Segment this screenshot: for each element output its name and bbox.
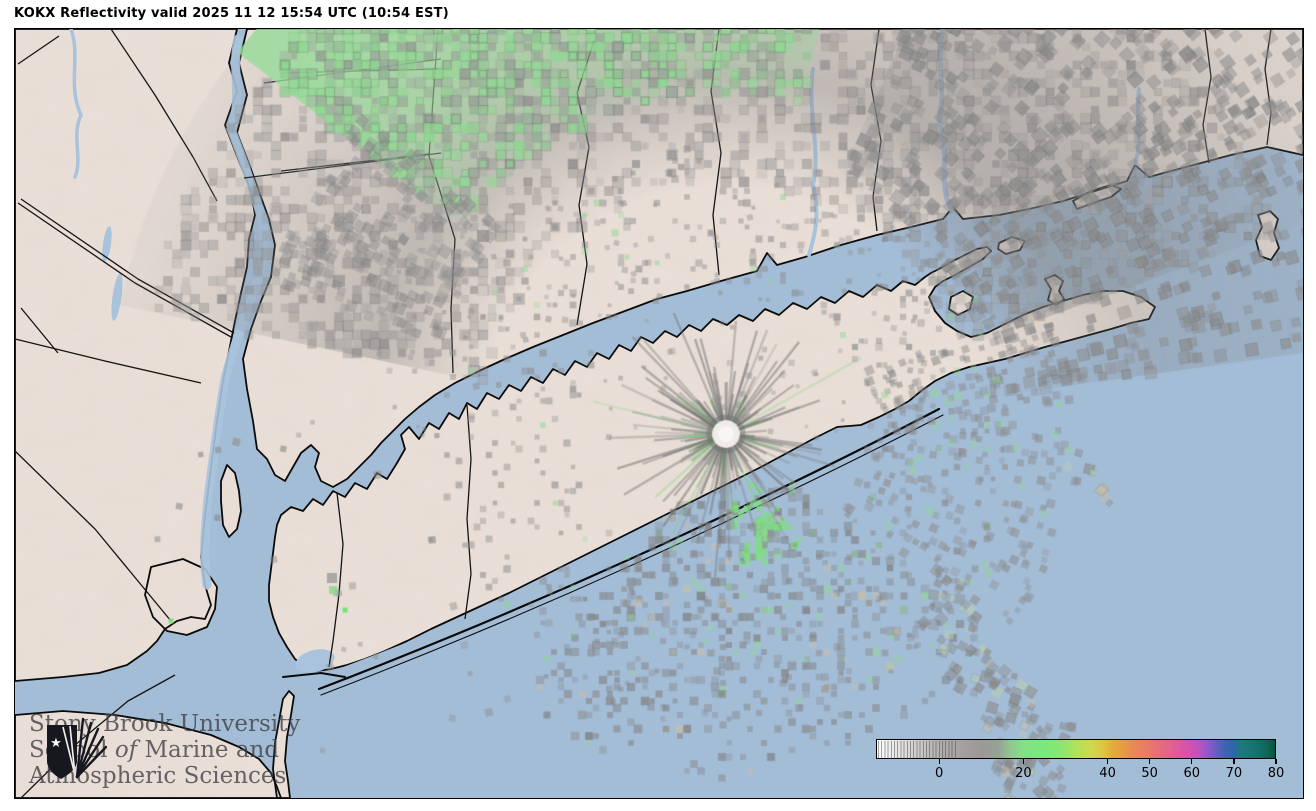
colorbar-gradient (876, 739, 1276, 759)
colorbar-tick-label: 20 (1015, 766, 1032, 781)
colorbar-tick-label: 70 (1225, 766, 1243, 781)
colorbar-tick (1022, 759, 1024, 764)
colorbar-tick (1106, 759, 1109, 764)
stony-brook-shield-icon: ★ (47, 717, 107, 779)
colorbar-tick (1149, 759, 1151, 764)
colorbar-tick-label: 40 (1099, 766, 1116, 781)
figure-title: KOKX Reflectivity valid 2025 11 12 15:54… (14, 6, 449, 21)
reflectivity-colorbar: 0 20 40 50 60 70 80 (876, 739, 1284, 782)
radar-echo-layer (15, 29, 1303, 798)
colorbar-tick-label: 80 (1267, 766, 1285, 781)
map-panel: ★ Stony Brook University School of Marin… (14, 28, 1304, 799)
colorbar-tick (1191, 759, 1193, 764)
colorbar-tick-label: 50 (1141, 766, 1158, 781)
colorbar-tick (938, 759, 940, 764)
colorbar-tick-label: 0 (935, 766, 944, 781)
stony-brook-logo: ★ Stony Brook University School of Marin… (29, 709, 300, 789)
colorbar-striations (878, 741, 958, 759)
svg-text:★: ★ (50, 736, 62, 751)
colorbar-tick (1275, 759, 1277, 764)
colorbar-tick (1233, 759, 1235, 764)
colorbar-tick-label: 60 (1183, 766, 1201, 781)
